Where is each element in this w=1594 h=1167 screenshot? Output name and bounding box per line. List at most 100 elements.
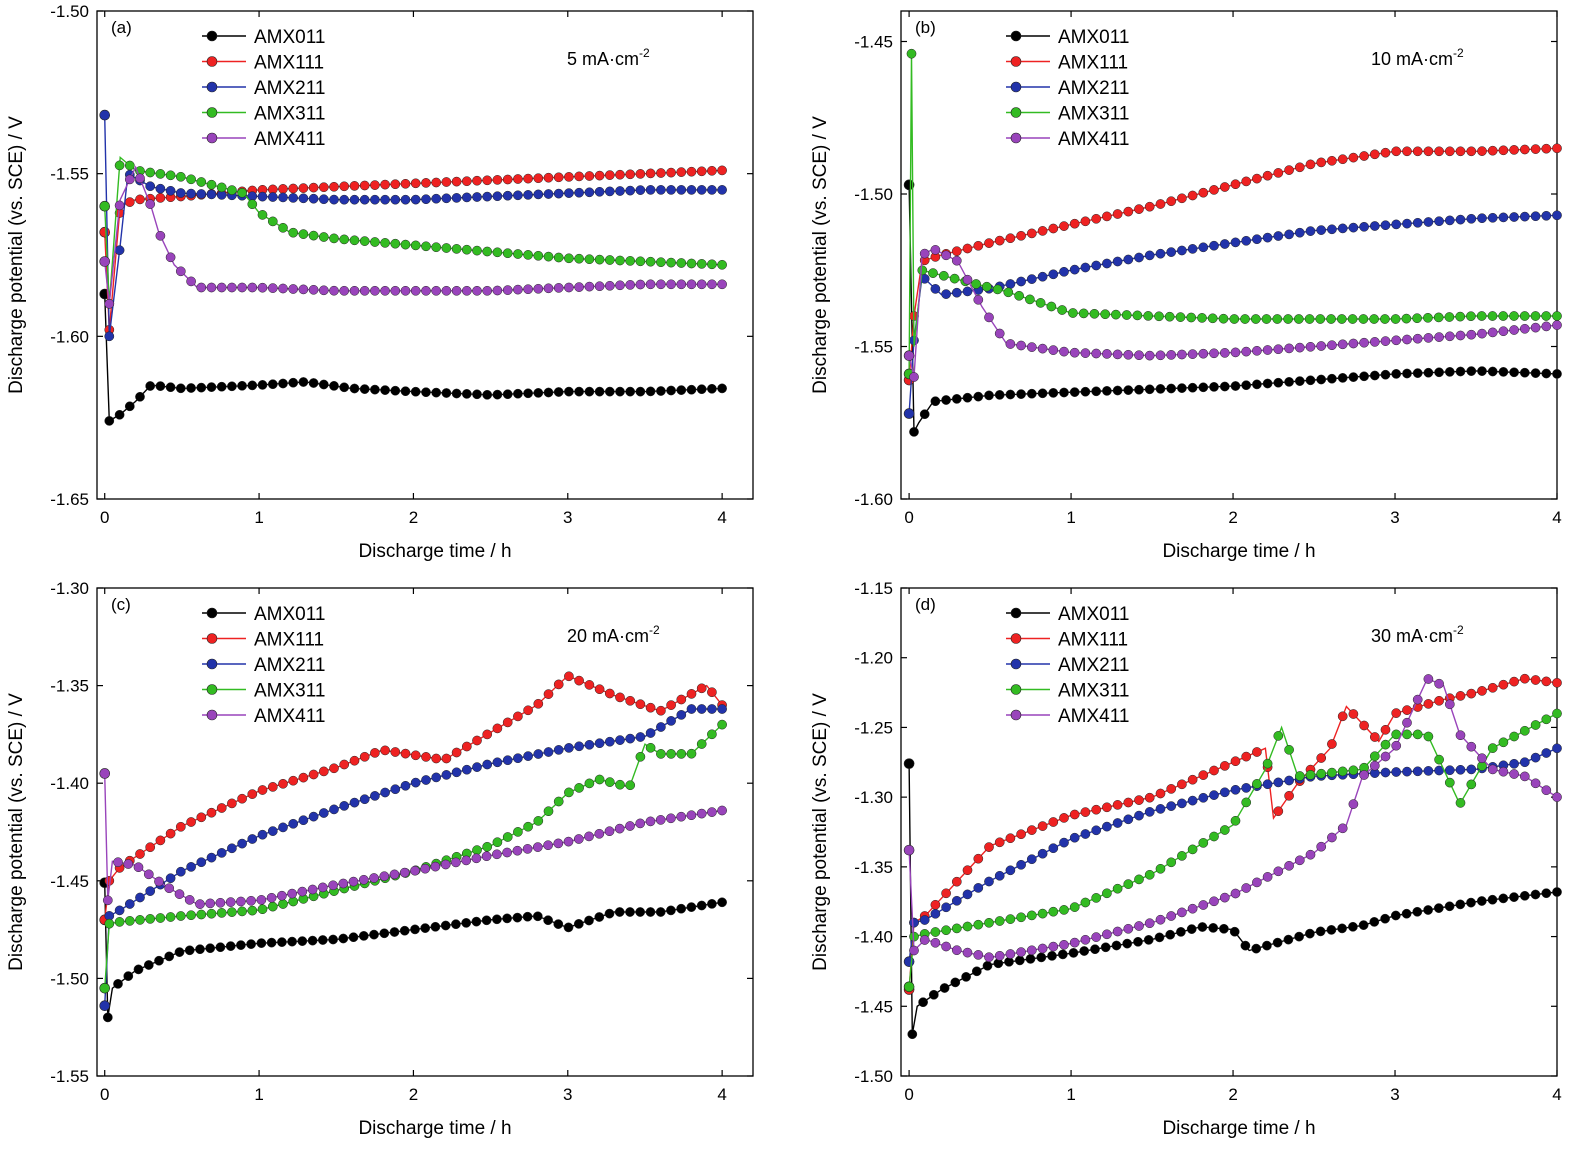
series-marker-AMX411	[1252, 345, 1262, 356]
legend-label-AMX111: AMX111	[1058, 53, 1128, 74]
series-marker-AMX411	[164, 883, 175, 894]
series-marker-AMX111	[1337, 711, 1348, 722]
series-line-AMX111	[104, 674, 723, 920]
series-marker-AMX011	[1005, 389, 1016, 400]
series-marker-AMX411	[348, 876, 359, 887]
series-marker-AMX011	[1402, 368, 1412, 379]
series-marker-AMX011	[307, 935, 318, 946]
series-marker-AMX411	[431, 285, 442, 296]
series-marker-AMX011	[676, 903, 687, 914]
x-tick-label: 2	[1228, 1085, 1237, 1104]
series-marker-AMX011	[1059, 387, 1069, 398]
series-marker-AMX411	[615, 280, 625, 291]
series-marker-AMX311	[145, 167, 156, 178]
series-marker-AMX211	[962, 889, 973, 900]
series-marker-AMX011	[1100, 942, 1111, 953]
series-marker-AMX111	[1327, 155, 1337, 166]
series-marker-AMX111	[247, 789, 258, 799]
series-marker-AMX311	[124, 916, 135, 926]
series-marker-AMX411	[215, 897, 226, 908]
series-marker-AMX211	[1177, 245, 1187, 256]
series-marker-AMX011	[1519, 367, 1530, 378]
series-marker-AMX211	[615, 735, 625, 745]
series-line-AMX311	[908, 712, 1558, 987]
series-marker-AMX111	[533, 173, 544, 184]
series-marker-AMX411	[1219, 348, 1230, 358]
series-marker-AMX411	[1219, 892, 1230, 903]
series-marker-AMX311	[145, 914, 156, 924]
legend-marker-AMX111	[206, 633, 218, 644]
series-marker-AMX211	[1466, 213, 1477, 224]
series-marker-AMX411	[410, 865, 420, 876]
series-marker-AMX011	[165, 382, 176, 393]
series-marker-AMX011	[1477, 366, 1487, 376]
series-marker-AMX211	[707, 185, 717, 195]
series-marker-AMX011	[155, 381, 166, 391]
series-marker-AMX111	[1552, 677, 1562, 688]
series-marker-AMX411	[584, 831, 594, 842]
series-marker-AMX211	[1123, 814, 1134, 825]
series-marker-AMX311	[928, 268, 938, 278]
series-marker-AMX111	[1166, 196, 1177, 207]
series-marker-AMX111	[1316, 753, 1327, 763]
series-marker-AMX211	[206, 852, 217, 863]
series-marker-AMX111	[1423, 699, 1434, 709]
series-marker-AMX311	[1261, 314, 1272, 324]
series-marker-AMX411	[594, 281, 605, 292]
series-marker-AMX411	[420, 863, 431, 874]
series-marker-AMX011	[1037, 388, 1048, 399]
series-marker-AMX011	[461, 918, 472, 928]
series-marker-AMX211	[1177, 798, 1187, 809]
series-marker-AMX211	[1166, 801, 1177, 811]
series-marker-AMX211	[1444, 765, 1455, 776]
series-marker-AMX411	[1144, 350, 1155, 361]
series-marker-AMX411	[421, 285, 431, 296]
series-marker-AMX311	[1509, 311, 1519, 321]
series-marker-AMX411	[1273, 344, 1284, 355]
series-marker-AMX011	[135, 391, 145, 402]
series-marker-AMX211	[941, 289, 951, 299]
series-marker-AMX211	[492, 757, 503, 768]
series-marker-AMX111	[1155, 788, 1166, 799]
series-marker-AMX211	[216, 848, 227, 858]
series-marker-AMX211	[1187, 244, 1198, 254]
series-marker-AMX211	[533, 749, 544, 759]
plot-frame	[900, 10, 1558, 500]
series-marker-AMX311	[656, 257, 666, 268]
series-marker-AMX011	[472, 389, 482, 400]
series-marker-AMX111	[1080, 807, 1091, 817]
series-point-AMX311	[99, 200, 111, 212]
y-axis-label: Discharge potential (vs. SCE) / V	[6, 116, 27, 394]
series-marker-AMX411	[1337, 823, 1348, 834]
series-marker-AMX311	[696, 259, 707, 269]
series-marker-AMX311	[938, 270, 949, 281]
series-marker-AMX211	[1155, 804, 1166, 814]
series-marker-AMX411	[522, 844, 533, 854]
series-marker-AMX011	[1327, 373, 1337, 384]
series-marker-AMX211	[114, 905, 125, 916]
series-marker-AMX311	[1241, 797, 1252, 808]
series-marker-AMX111	[1123, 206, 1134, 217]
series-marker-AMX311	[1037, 908, 1048, 919]
series-marker-AMX411	[1455, 730, 1466, 741]
series-marker-AMX211	[186, 862, 196, 872]
series-marker-AMX011	[961, 972, 971, 982]
series-marker-AMX411	[370, 285, 380, 296]
legend-marker-AMX211	[206, 658, 218, 670]
series-marker-AMX011	[1466, 366, 1477, 376]
series-marker-AMX211	[594, 186, 605, 197]
series-marker-AMX011	[939, 983, 950, 993]
series-marker-AMX311	[992, 284, 1003, 295]
series-marker-AMX411	[1466, 741, 1477, 752]
series-marker-AMX011	[410, 924, 420, 935]
series-marker-AMX011	[523, 388, 533, 399]
series-marker-AMX311	[1143, 311, 1154, 321]
legend-label-AMX311: AMX311	[254, 104, 325, 125]
series-marker-AMX211	[461, 192, 472, 203]
series-marker-AMX311	[451, 244, 462, 254]
series-marker-AMX311	[973, 919, 984, 930]
series-marker-AMX011	[1186, 924, 1197, 934]
series-marker-AMX211	[1112, 818, 1123, 828]
series-marker-AMX111	[1112, 209, 1123, 219]
series-marker-AMX211	[349, 194, 360, 205]
